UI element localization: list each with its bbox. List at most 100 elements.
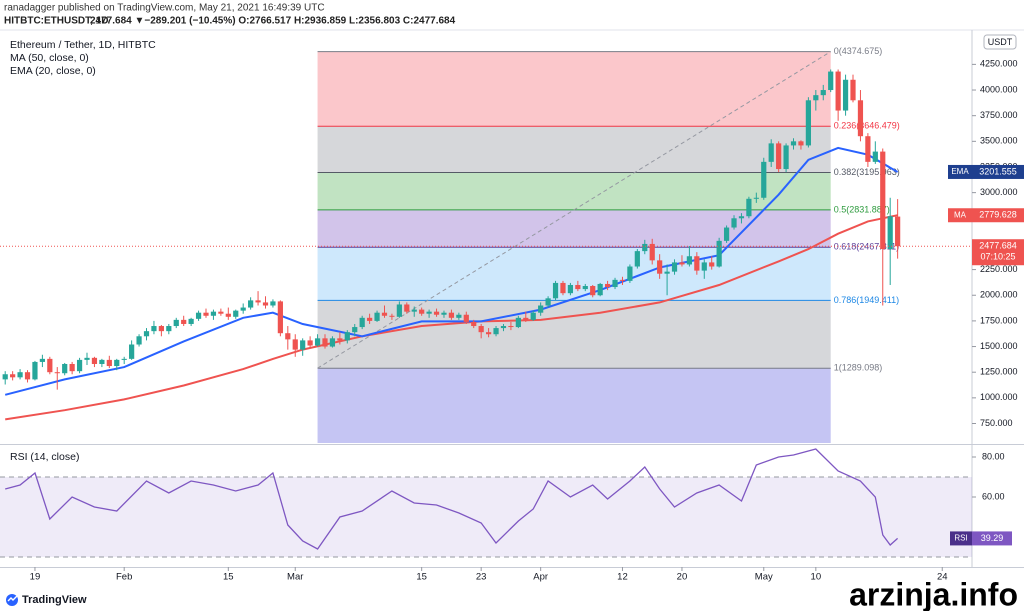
candle-body	[515, 317, 521, 328]
currency-badge[interactable]	[983, 34, 1017, 50]
candle-body	[872, 151, 878, 162]
logo-glyph	[7, 595, 18, 602]
candle-body	[508, 326, 514, 328]
rsi-badge-name: RSI	[954, 534, 967, 543]
candle-body	[493, 328, 499, 335]
rsi-y-tick-label: 60.00	[982, 491, 1005, 501]
candle-body	[329, 338, 336, 347]
candle-body	[523, 317, 529, 320]
candle-body	[158, 326, 164, 332]
candle-body	[352, 327, 358, 333]
candle-body	[842, 79, 849, 111]
fib-label: 1(1289.098)	[834, 363, 883, 373]
rsi-badge-value-bg	[972, 531, 1012, 546]
x-tick-label: 10	[811, 572, 822, 583]
candle-body	[91, 357, 98, 364]
candle-body	[166, 326, 172, 332]
candle-body	[471, 321, 477, 327]
candle-body	[709, 262, 715, 267]
candle-body	[716, 240, 722, 267]
candle-body	[545, 298, 551, 306]
candle-body	[32, 361, 38, 380]
candle-body	[478, 326, 484, 333]
candle-body	[753, 197, 759, 199]
fib-zone	[317, 247, 831, 301]
rsi-y-tick-label: 80.00	[982, 451, 1005, 461]
x-tick-label: 19	[30, 572, 41, 583]
y-tick-label: 2250.000	[980, 264, 1018, 274]
badge-name-bg	[948, 208, 972, 223]
candle-body	[404, 304, 410, 312]
candle-body	[865, 136, 871, 162]
candle-body	[895, 216, 901, 247]
badge-name: EMA	[951, 167, 969, 176]
axes: 750.000 1000.000 1250.000 1500.000 1750.000 2…	[30, 59, 1024, 583]
fib-label: 0.786(1949.411)	[834, 295, 899, 305]
candle-body	[790, 141, 797, 146]
candle-body	[463, 314, 469, 322]
candle-body	[39, 358, 45, 362]
candle-body	[173, 319, 179, 327]
x-tick-label: 24	[937, 572, 948, 583]
candle-body	[419, 309, 425, 314]
candle-body	[619, 279, 626, 281]
y-tick-label: 3500.000	[980, 136, 1018, 146]
candle-body	[367, 317, 373, 321]
published-note: ranadagger published on TradingView.com,…	[4, 3, 325, 14]
y-tick-label: 4250.000	[980, 59, 1018, 69]
candle-body	[225, 313, 231, 317]
fib-zone	[317, 51, 831, 127]
candle-body	[850, 79, 856, 101]
candle-body	[441, 312, 447, 315]
y-tick-label: 1500.000	[980, 341, 1018, 351]
currency: USDT	[988, 37, 1013, 47]
candle-body	[69, 363, 75, 372]
price-badge: 2477.684	[979, 241, 1017, 251]
candle-body	[813, 95, 819, 101]
watermark-bg	[826, 582, 1024, 611]
y-tick-label: 1000.000	[980, 392, 1018, 402]
candle-body	[679, 262, 685, 265]
rsi-plot	[0, 448, 972, 558]
price-plot: 0(4374.675) 0.236(3646.479) 0.382(3195.963…	[0, 46, 972, 443]
rsi-badge-value: 39.29	[981, 533, 1004, 543]
fib-label: 0.236(3646.479)	[834, 121, 900, 131]
candle-body	[575, 284, 581, 290]
candle-body	[768, 143, 774, 162]
candle-body	[54, 372, 60, 374]
candle-body	[538, 305, 544, 313]
candle-body	[671, 262, 678, 272]
x-tick-label: 20	[677, 572, 688, 583]
candle-body	[723, 227, 730, 241]
candle-body	[597, 283, 603, 296]
candle-body	[292, 339, 298, 350]
candle-body	[255, 300, 261, 303]
candle-body	[590, 286, 596, 296]
candle-body	[798, 141, 804, 146]
candle-body	[114, 359, 120, 367]
fib-zone	[317, 300, 831, 369]
x-tick-label: Apr	[533, 572, 548, 583]
candle-body	[567, 284, 574, 294]
candle-body	[686, 256, 693, 265]
ma-line	[4, 146, 899, 396]
fib-label: 0(4374.675)	[834, 46, 883, 56]
candle-body	[649, 243, 655, 261]
candle-body	[381, 312, 388, 316]
y-tick-label: 1750.000	[980, 315, 1018, 325]
candle-body	[783, 145, 789, 170]
price-badge-bg	[972, 239, 1024, 266]
badge-value-bg	[972, 208, 1024, 223]
legend-ma: MA (50, close, 0)	[10, 52, 89, 64]
candle-body	[344, 332, 350, 341]
candle-body	[426, 311, 432, 314]
candle-body	[121, 358, 127, 360]
rsi-band	[0, 477, 972, 557]
candle-body	[761, 161, 767, 198]
candle-body	[248, 300, 254, 308]
candle-body	[835, 71, 841, 111]
candle-body	[307, 340, 313, 346]
candle-body	[277, 301, 283, 334]
countdown: 07:10:25	[980, 252, 1015, 262]
fib-label: 0.382(3195.963)	[834, 167, 900, 177]
